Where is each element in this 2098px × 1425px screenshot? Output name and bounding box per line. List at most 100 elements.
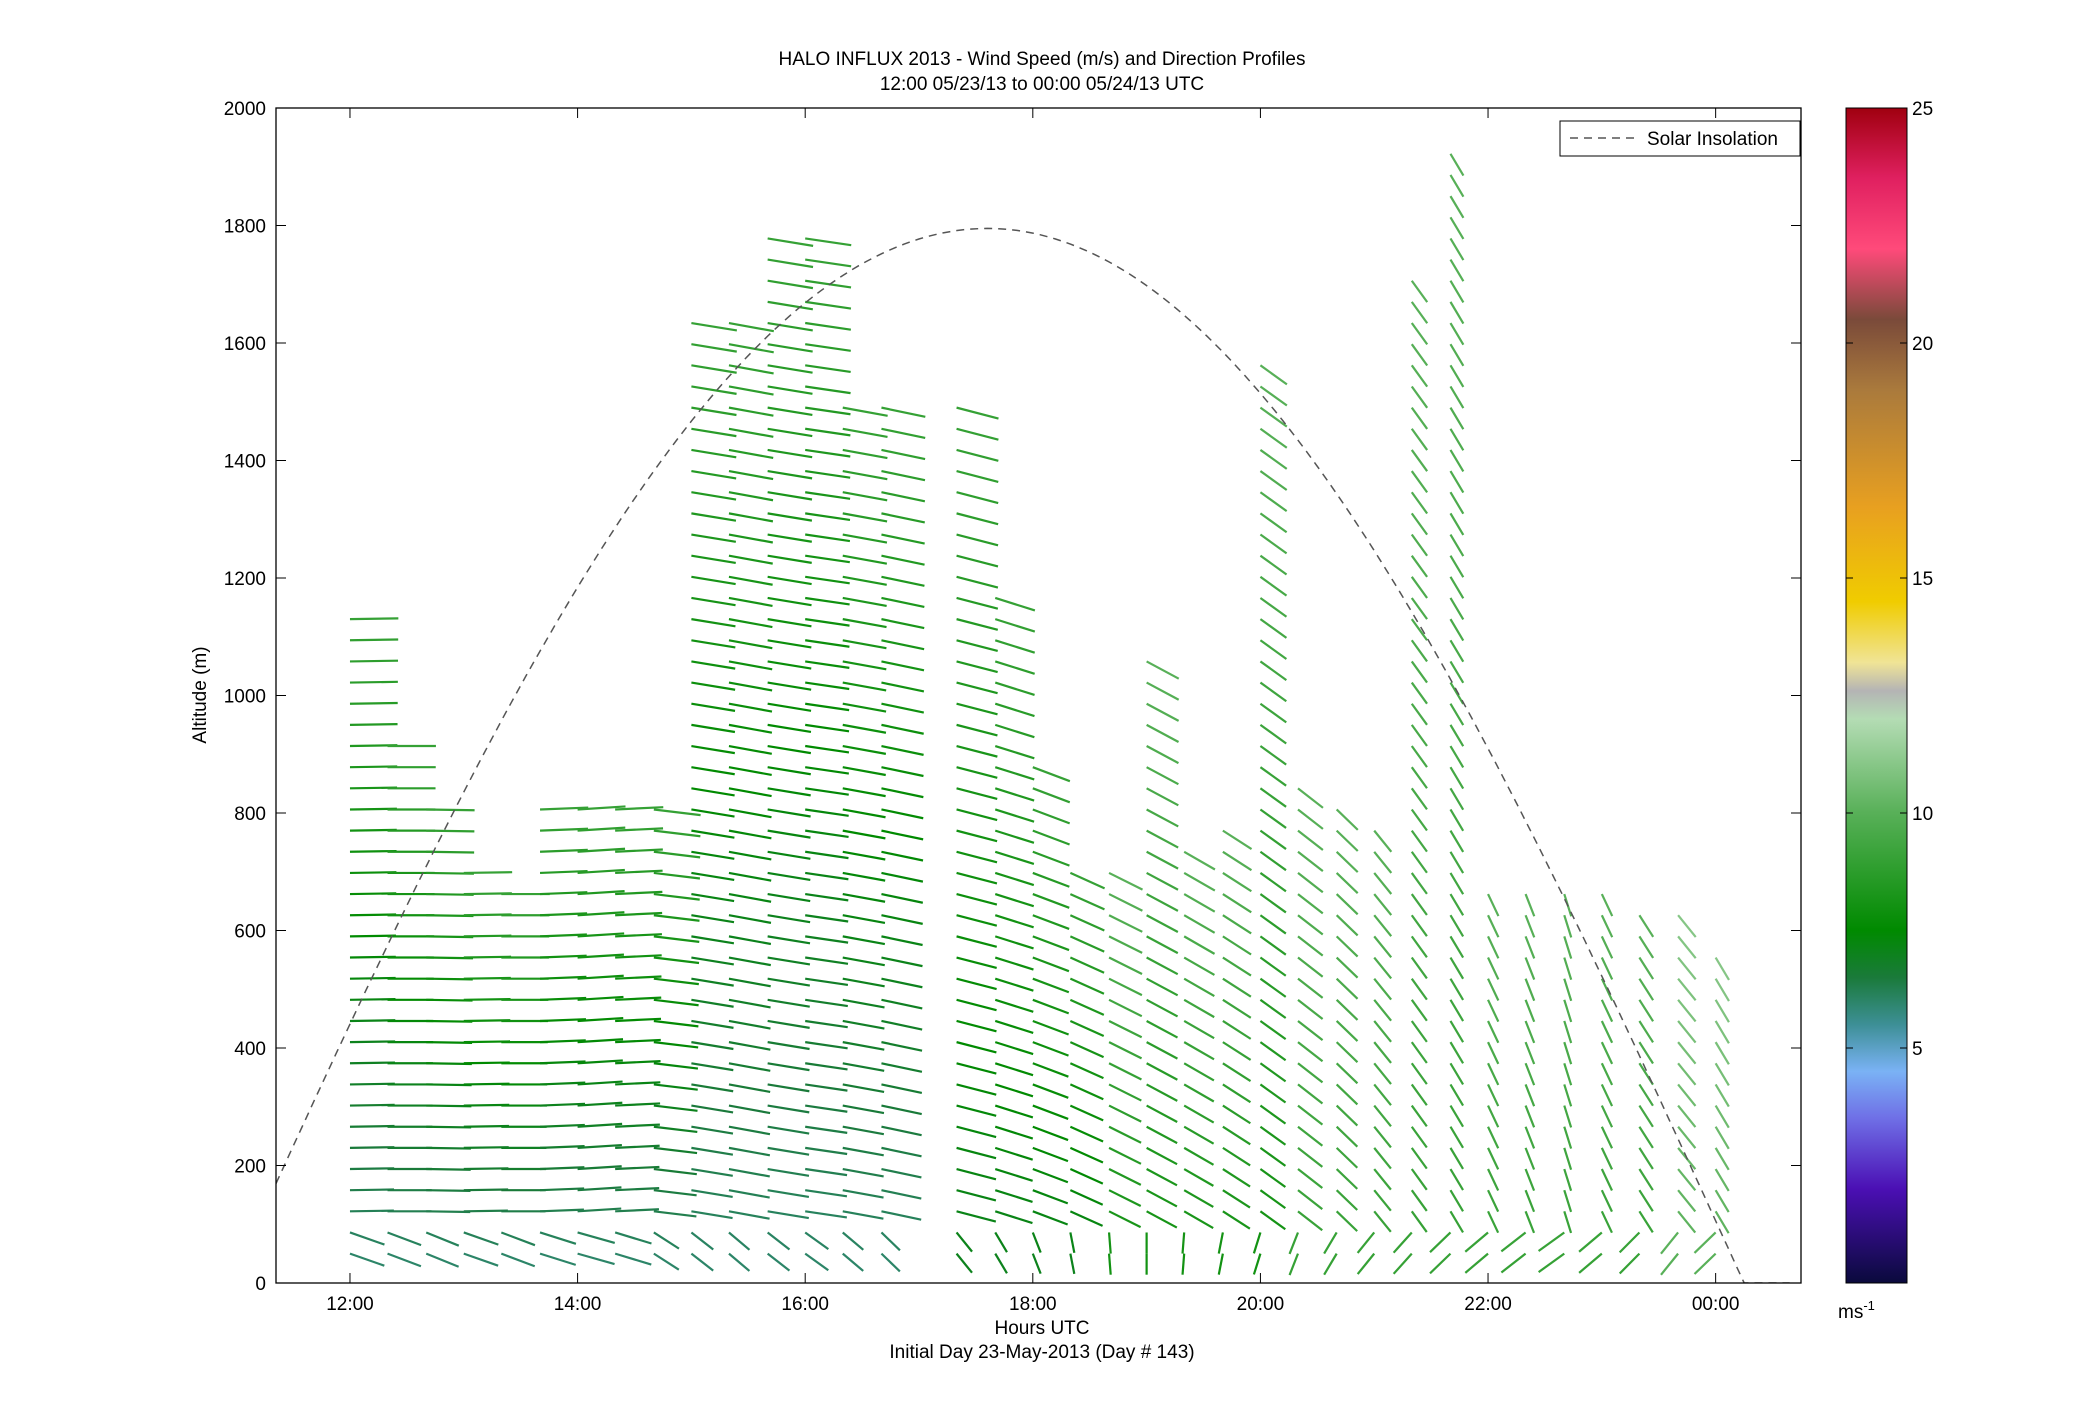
wind-barb (956, 914, 998, 927)
wind-barb (1714, 1041, 1730, 1065)
wind-barb (728, 639, 773, 650)
wind-barb (728, 723, 773, 734)
wind-barb (1069, 1253, 1076, 1275)
wind-barb (1410, 1126, 1428, 1149)
wind-barb (1638, 1210, 1654, 1233)
wind-barb (1217, 1253, 1224, 1275)
wind-barb (1563, 1084, 1573, 1107)
wind-barb (1600, 1210, 1613, 1234)
wind-barb (1297, 1210, 1323, 1232)
wind-barb (1524, 914, 1536, 938)
wind-barb (1259, 449, 1288, 470)
wind-barb (691, 1019, 734, 1029)
wind-barb (1714, 978, 1730, 1002)
wind-barb (842, 660, 887, 671)
wind-barb (1183, 850, 1216, 871)
wind-barb (1259, 1125, 1287, 1146)
wind-barb (577, 1231, 616, 1244)
wind-barb (956, 723, 998, 737)
wind-barb (1449, 893, 1465, 916)
wind-barb (1449, 216, 1465, 240)
wind-barb (1373, 1104, 1392, 1127)
wind-barb (539, 1018, 587, 1023)
wind-barb (1524, 1041, 1536, 1065)
wind-barb (1335, 893, 1359, 916)
wind-barb (1032, 914, 1070, 930)
wind-barb (1297, 787, 1324, 809)
wind-barb (842, 808, 886, 819)
wind-barb (1259, 597, 1288, 618)
wind-barb (1259, 406, 1288, 428)
wind-barb (1464, 1231, 1489, 1253)
wind-barb (728, 850, 772, 861)
wind-barb (1032, 1210, 1069, 1226)
wind-barb (1660, 1231, 1679, 1255)
wind-barb (1449, 1105, 1465, 1128)
wind-barb (539, 1123, 585, 1128)
wind-barb (956, 998, 997, 1012)
colorbar-unit: ms-1 (1838, 1298, 1875, 1323)
wind-barb (880, 1252, 901, 1273)
wind-barb (349, 617, 399, 621)
wind-barb (1335, 872, 1359, 895)
solar-insolation-curve (276, 227, 1790, 1283)
wind-barb (1600, 999, 1614, 1023)
wind-barb (1259, 998, 1287, 1019)
wind-barb (1297, 1168, 1323, 1189)
wind-barb (653, 1210, 697, 1218)
wind-barb (1259, 660, 1287, 681)
wind-barb (1259, 1146, 1287, 1167)
wind-barb (1032, 956, 1070, 973)
wind-barb (539, 933, 587, 938)
wind-barb (463, 1231, 499, 1246)
wind-barb (842, 575, 887, 586)
wind-barb (767, 512, 813, 522)
wind-barb (767, 469, 813, 480)
x-tick-label: 22:00 (1464, 1294, 1512, 1315)
wind-barb (1069, 935, 1105, 953)
wind-barb (1108, 1168, 1142, 1186)
wind-barb (881, 1062, 923, 1073)
wind-barb (1410, 343, 1429, 367)
wind-barb (1677, 1083, 1697, 1107)
wind-barb (1183, 935, 1216, 955)
wind-barb (805, 1019, 848, 1029)
wind-barb (767, 871, 811, 881)
wind-barb (1297, 1147, 1324, 1168)
wind-barb (1108, 1019, 1143, 1039)
wind-barb (805, 850, 849, 860)
wind-barb (1146, 977, 1179, 997)
wind-barb (805, 575, 850, 585)
wind-barb (881, 702, 925, 714)
wind-barb (539, 1102, 586, 1107)
wind-barb (1069, 1104, 1104, 1122)
wind-barb (1259, 893, 1287, 914)
wind-barb (1563, 978, 1573, 1002)
wind-barb (1297, 1062, 1324, 1084)
wind-barb (1410, 808, 1428, 832)
wind-barb (842, 618, 887, 629)
wind-barb (994, 744, 1035, 760)
wind-barb (1032, 998, 1070, 1015)
wind-barb (881, 1019, 923, 1031)
wind-barb (615, 911, 663, 917)
wind-barb (767, 1062, 810, 1072)
wind-barb (994, 871, 1035, 887)
wind-barb (881, 1189, 922, 1200)
wind-barb (881, 491, 926, 503)
wind-barb (426, 1167, 471, 1171)
wind-barb (1618, 1231, 1641, 1254)
wind-barb (881, 660, 925, 672)
wind-barb (539, 1060, 586, 1065)
wind-barb (539, 954, 587, 959)
wind-barb (1714, 1189, 1730, 1213)
wind-barb (728, 491, 774, 502)
wind-barb (1487, 978, 1500, 1001)
wind-barb (767, 237, 814, 247)
wind-barb (1677, 1041, 1697, 1065)
wind-barb (1297, 977, 1324, 999)
wind-barb (1032, 787, 1071, 804)
wind-barb (1259, 850, 1287, 872)
wind-barb (881, 1125, 922, 1137)
y-tick-label: 1400 (224, 452, 266, 473)
